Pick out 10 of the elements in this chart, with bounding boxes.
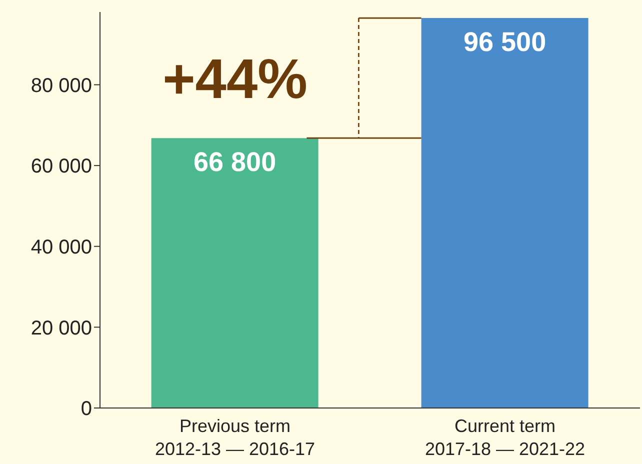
y-tick-label: 60 000 <box>30 156 92 178</box>
data-label: 96 500 <box>464 27 546 58</box>
y-tick-label: 0 <box>80 398 92 420</box>
x-tick-label: Previous term 2012-13 — 2016-17 <box>154 416 316 459</box>
annotation: +44% <box>162 47 308 110</box>
y-tick-label: 40 000 <box>30 236 92 258</box>
data-label: 66 800 <box>194 147 276 178</box>
x-tick-label: Current term 2017-18 — 2021-22 <box>424 416 586 459</box>
y-tick-label: 20 000 <box>30 317 92 340</box>
y-tick-label: 80 000 <box>30 74 92 97</box>
